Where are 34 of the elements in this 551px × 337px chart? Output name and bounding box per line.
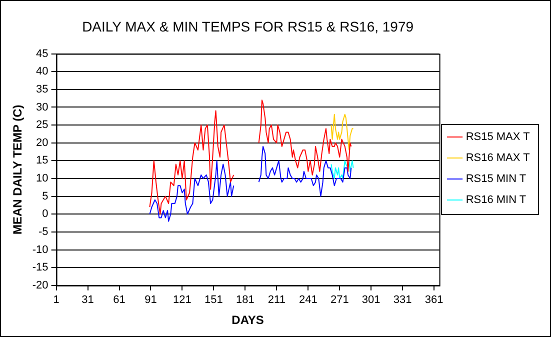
y-tick-label: 20	[36, 136, 48, 149]
x-tick-label: 61	[113, 294, 126, 306]
x-tick-label: 211	[268, 294, 286, 306]
y-tick-label: 5	[42, 190, 48, 202]
x-tick-label: 301	[362, 294, 380, 306]
legend-label: RS15 MAX T	[466, 131, 530, 144]
x-tick-label: 151	[204, 294, 223, 306]
y-tick-label: -10	[32, 244, 48, 256]
y-tick-label: 25	[36, 119, 48, 132]
y-tick-label: 40	[36, 66, 48, 78]
chart-title: DAILY MAX & MIN TEMPS FOR RS15 & RS16, 1979	[82, 18, 414, 34]
y-tick-label: 35	[36, 83, 48, 96]
y-tick-label: -20	[32, 279, 48, 292]
x-tick-label: 361	[424, 294, 444, 306]
x-tick-label: 31	[82, 294, 94, 306]
legend-label: RS16 MIN T	[466, 194, 526, 206]
x-axis-title: DAYS	[232, 313, 264, 328]
y-tick-label: 45	[36, 48, 48, 60]
y-tick-label: 15	[36, 154, 48, 167]
legend-label: RS15 MIN T	[466, 173, 526, 186]
x-tick-label: 121	[173, 294, 192, 306]
x-tick-label: 331	[393, 294, 412, 306]
x-tick-label: 271	[330, 294, 349, 306]
y-axis-title: MEAN DAILY TEMP (C)	[10, 104, 25, 234]
y-tick-label: -15	[32, 262, 48, 274]
x-tick-label: 91	[144, 294, 157, 306]
y-tick-label: -5	[38, 226, 48, 238]
x-tick-label: 241	[298, 294, 318, 306]
y-tick-label: 10	[36, 172, 48, 185]
x-tick-label: 1	[53, 294, 60, 306]
y-tick-label: 30	[36, 101, 48, 114]
legend-label: RS16 MAX T	[466, 152, 530, 164]
x-tick-label: 181	[236, 294, 254, 306]
y-tick-label: 0	[42, 208, 48, 220]
